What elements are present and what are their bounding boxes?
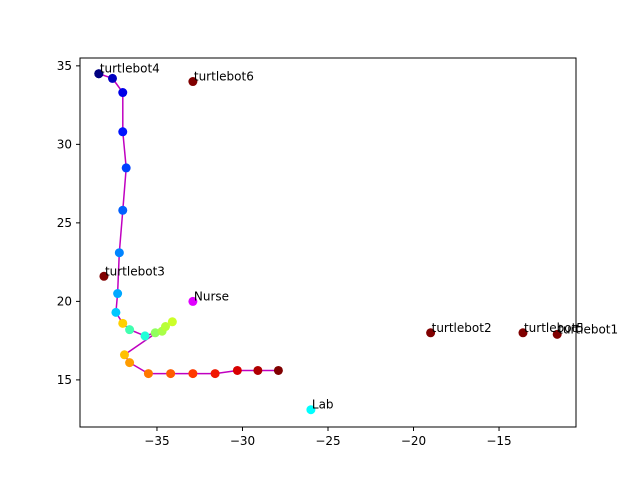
labeled-point-0 — [94, 69, 104, 79]
y-tick-label-1: 20 — [57, 294, 72, 308]
x-tick-label-3: −20 — [401, 434, 426, 448]
path-point-7 — [113, 289, 123, 299]
point-label-3: Nurse — [194, 289, 229, 303]
path-point-3 — [118, 127, 128, 137]
path-point-11 — [140, 331, 150, 341]
path-point-10 — [125, 325, 135, 335]
path-point-9 — [118, 318, 128, 328]
x-tick-label-0: −35 — [144, 434, 169, 448]
path-point-16 — [119, 350, 129, 360]
path-point-17 — [125, 358, 135, 368]
y-axis: 15 20 25 30 35 — [57, 59, 80, 387]
point-label-0: turtlebot4 — [100, 62, 160, 76]
labeled-point-4 — [426, 328, 436, 338]
path-point-1 — [107, 73, 117, 83]
path-point-19 — [166, 369, 176, 379]
path-point-12 — [150, 328, 160, 338]
labeled-point-1 — [188, 77, 198, 87]
plot-marks — [94, 69, 562, 415]
point-label-4: turtlebot2 — [432, 321, 492, 335]
x-tick-label-4: −15 — [486, 434, 511, 448]
path-point-4 — [121, 163, 131, 173]
y-tick-label-4: 35 — [57, 59, 72, 73]
x-axis: −35 −30 −25 −20 −15 — [144, 427, 512, 448]
path-point-24 — [273, 365, 283, 375]
path-point-14 — [161, 322, 171, 332]
labeled-point-5 — [518, 328, 528, 338]
labeled-point-6 — [552, 329, 562, 339]
x-tick-label-1: −30 — [230, 434, 255, 448]
path-point-2 — [118, 88, 128, 98]
path-point-6 — [114, 248, 124, 258]
point-label-1: turtlebot6 — [194, 70, 254, 84]
point-label-7: Lab — [312, 398, 334, 412]
path-point-5 — [118, 205, 128, 215]
path-point-22 — [232, 365, 242, 375]
y-tick-label-3: 30 — [57, 137, 72, 151]
y-tick-label-0: 15 — [57, 373, 72, 387]
point-labels: turtlebot4 turtlebot6 turtlebot3 Nurse turtl… — [100, 62, 618, 412]
path-point-23 — [253, 365, 263, 375]
point-label-6: turtlebot1 — [558, 322, 618, 336]
path-point-21 — [210, 369, 220, 379]
labeled-point-2 — [99, 271, 109, 281]
labeled-point-7 — [306, 405, 316, 415]
axes-frame — [79, 57, 577, 428]
path-point-8 — [111, 307, 121, 317]
labeled-point-3 — [188, 296, 198, 306]
point-label-5: turtlebot5 — [524, 321, 584, 335]
path-point-18 — [143, 369, 153, 379]
path-point-15 — [167, 317, 177, 327]
y-tick-label-2: 25 — [57, 216, 72, 230]
path-point-20 — [188, 369, 198, 379]
point-label-2: turtlebot3 — [105, 264, 165, 278]
x-tick-label-2: −25 — [315, 434, 340, 448]
